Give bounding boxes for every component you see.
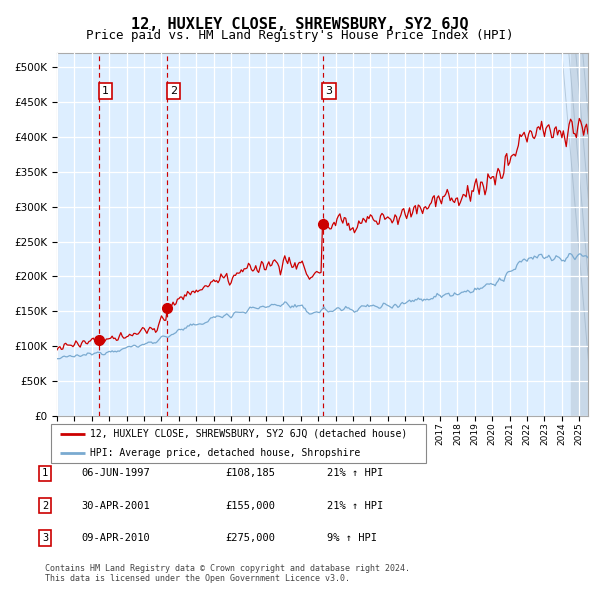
Text: 1: 1 (102, 86, 109, 96)
Text: £108,185: £108,185 (225, 468, 275, 478)
Text: HPI: Average price, detached house, Shropshire: HPI: Average price, detached house, Shro… (91, 448, 361, 458)
Text: Price paid vs. HM Land Registry's House Price Index (HPI): Price paid vs. HM Land Registry's House … (86, 30, 514, 42)
Text: 30-APR-2001: 30-APR-2001 (81, 501, 150, 510)
Text: 2: 2 (170, 86, 177, 96)
Text: £275,000: £275,000 (225, 533, 275, 543)
Text: 21% ↑ HPI: 21% ↑ HPI (327, 501, 383, 510)
Text: 06-JUN-1997: 06-JUN-1997 (81, 468, 150, 478)
Text: 1: 1 (42, 468, 48, 478)
Text: Contains HM Land Registry data © Crown copyright and database right 2024.
This d: Contains HM Land Registry data © Crown c… (45, 563, 410, 583)
Text: 21% ↑ HPI: 21% ↑ HPI (327, 468, 383, 478)
Text: 9% ↑ HPI: 9% ↑ HPI (327, 533, 377, 543)
Text: 12, HUXLEY CLOSE, SHREWSBURY, SY2 6JQ (detached house): 12, HUXLEY CLOSE, SHREWSBURY, SY2 6JQ (d… (91, 428, 407, 438)
Text: £155,000: £155,000 (225, 501, 275, 510)
Bar (571, 53, 600, 416)
Text: 2: 2 (42, 501, 48, 510)
Text: 09-APR-2010: 09-APR-2010 (81, 533, 150, 543)
Text: 3: 3 (325, 86, 332, 96)
Text: 12, HUXLEY CLOSE, SHREWSBURY, SY2 6JQ: 12, HUXLEY CLOSE, SHREWSBURY, SY2 6JQ (131, 17, 469, 31)
FancyBboxPatch shape (51, 424, 426, 463)
Text: 3: 3 (42, 533, 48, 543)
